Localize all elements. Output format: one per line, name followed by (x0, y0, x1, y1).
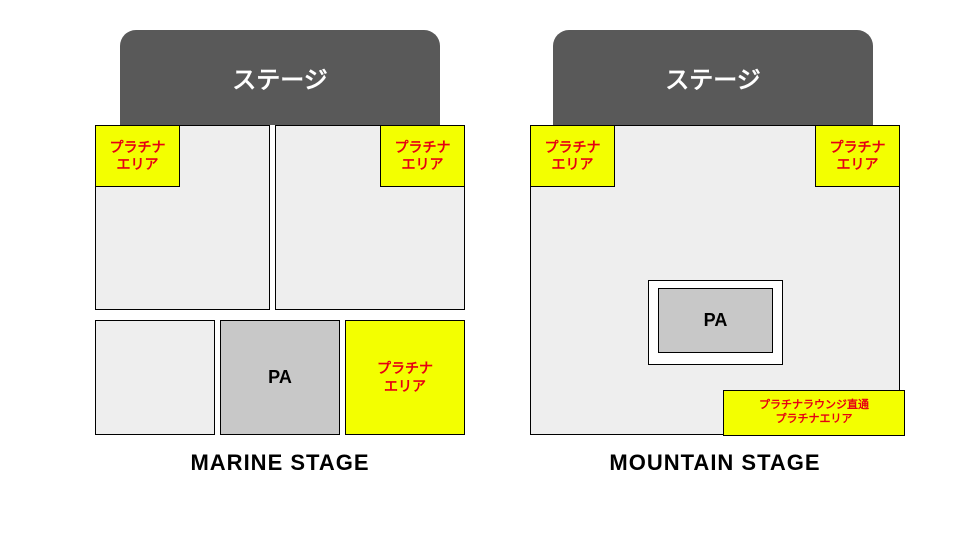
mountain-platina-top-left: プラチナ エリア (530, 125, 615, 187)
marine-caption: MARINE STAGE (95, 450, 465, 476)
marine-stage-label: ステージ (232, 60, 328, 95)
platina-label-line1: プラチナ (395, 139, 451, 157)
marine-pa-box: PA (220, 320, 340, 435)
mountain-pa-box: PA (658, 288, 773, 353)
mountain-platina-lounge: プラチナラウンジ直通 プラチナエリア (723, 390, 905, 436)
platina-label-line2: エリア (117, 156, 159, 174)
lounge-label-line2: プラチナエリア (776, 413, 853, 427)
marine-pa-label: PA (268, 367, 292, 388)
mountain-stage-label: ステージ (665, 60, 761, 95)
mountain-stage-box: ステージ (553, 30, 873, 125)
mountain-platina-top-right: プラチナ エリア (815, 125, 900, 187)
lounge-label-line1: プラチナラウンジ直通 (759, 399, 869, 413)
platina-label-line2: エリア (402, 156, 444, 174)
mountain-caption: MOUNTAIN STAGE (530, 450, 900, 476)
platina-label-line2: エリア (837, 156, 879, 174)
platina-label-line1: プラチナ (377, 360, 433, 378)
platina-label-line2: エリア (384, 378, 426, 396)
marine-platina-top-left: プラチナ エリア (95, 125, 180, 187)
platina-label-line1: プラチナ (830, 139, 886, 157)
marine-area-lower-left (95, 320, 215, 435)
platina-label-line2: エリア (552, 156, 594, 174)
platina-label-line1: プラチナ (545, 139, 601, 157)
marine-platina-top-right: プラチナ エリア (380, 125, 465, 187)
marine-platina-bottom-right: プラチナ エリア (345, 320, 465, 435)
diagram-canvas: ステージ PA プラチナ エリア プラチナ エリア プラチナ エリア MARIN… (0, 0, 960, 540)
mountain-pa-label: PA (704, 310, 728, 331)
marine-stage-box: ステージ (120, 30, 440, 125)
platina-label-line1: プラチナ (110, 139, 166, 157)
